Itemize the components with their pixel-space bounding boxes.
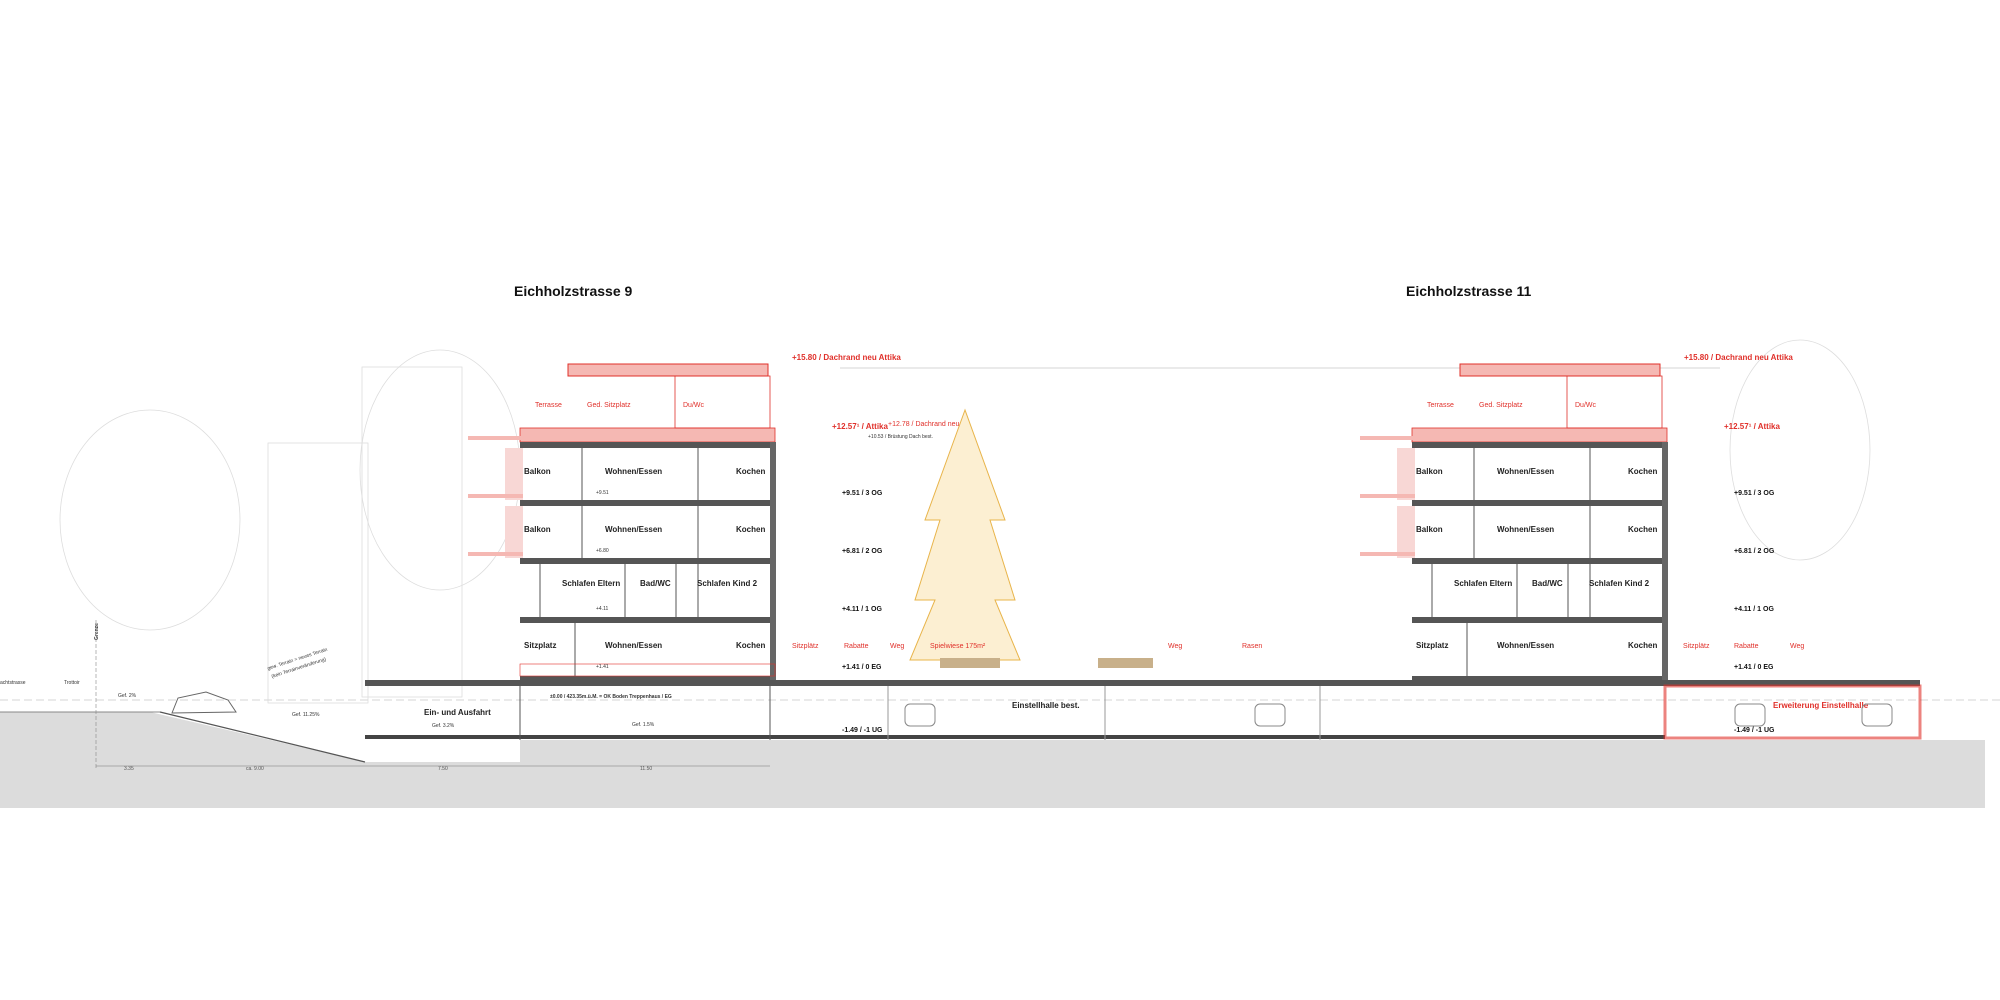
courtyard-tree [909, 408, 1021, 665]
room-schlafen-eltern: Schlafen Eltern [562, 579, 620, 588]
room-sitzplatz: Sitzplatz [1416, 641, 1448, 650]
room-wohnen-essen: Wohnen/Essen [1497, 467, 1554, 476]
room-balkon: Balkon [524, 467, 551, 476]
label-gef-2: Gef. 2% [118, 693, 137, 699]
room-schlafen-kind2: Schlafen Kind 2 [1589, 579, 1650, 588]
room-du-wc: Du/Wc [1575, 402, 1597, 409]
room-balkon: Balkon [1416, 467, 1443, 476]
reference-level: ±0.00 / 423.35m.ü.M. = OK Boden Treppenh… [550, 694, 672, 700]
spot-level: +9.51 [596, 490, 609, 496]
spot-level: +4.11 [596, 606, 608, 612]
level-eg: +1.41 / 0 EG [1734, 664, 1774, 671]
building-left: Terrasse Ged. Sitzplatz Du/Wc Balkon Woh… [468, 363, 776, 683]
label-weg: Weg [1790, 643, 1804, 650]
room-kochen: Kochen [736, 467, 765, 476]
level-1og: +4.11 / 1 OG [842, 606, 882, 613]
label-spielwiese: Spielwiese 175m² [930, 643, 986, 650]
label-trottoir: Trottoir [64, 680, 80, 686]
room-sitzplatz: Sitzplatz [524, 641, 556, 650]
room-wohnen-essen: Wohnen/Essen [605, 467, 662, 476]
level-attika: +12.57¹ / Attika [1724, 422, 1781, 431]
level-3og: +9.51 / 3 OG [842, 490, 883, 497]
room-balkon: Balkon [1416, 525, 1443, 534]
room-wohnen-essen: Wohnen/Essen [605, 525, 662, 534]
label-rabatte: Rabatte [1734, 643, 1759, 650]
level-3og: +9.51 / 3 OG [1734, 490, 1775, 497]
room-ged-sitzplatz: Ged. Sitzplatz [587, 402, 631, 409]
room-kochen: Kochen [736, 641, 765, 650]
room-wohnen-essen: Wohnen/Essen [605, 641, 662, 650]
room-wohnen-essen: Wohnen/Essen [1497, 641, 1554, 650]
room-du-wc: Du/Wc [683, 402, 705, 409]
level-ug: -1.49 / -1 UG [1734, 727, 1775, 734]
room-bad-wc: Bad/WC [1532, 579, 1563, 588]
room-schlafen-eltern: Schlafen Eltern [1454, 579, 1512, 588]
level-2og: +6.81 / 2 OG [1734, 548, 1775, 555]
label-sitzplatz: Sitzplätz [1683, 643, 1710, 650]
room-balkon: Balkon [524, 525, 551, 534]
label-gef-11: Gef. 11.25% [292, 712, 320, 718]
room-kochen: Kochen [1628, 467, 1657, 476]
title-left: Eichholzstrasse 9 [514, 283, 632, 299]
levels-right: +15.80 / Dachrand neu Attika +12.57¹ / A… [1684, 353, 1793, 734]
level-bruestung: +10.53 / Brüstung Dach best. [868, 434, 933, 440]
room-terrasse: Terrasse [1427, 402, 1454, 409]
level-dachrand-small: +12.78 / Dachrand neu [888, 421, 960, 428]
dim-value: ca. 9.00 [246, 766, 264, 772]
label-grenze: Grenze [94, 623, 100, 640]
title-right: Eichholzstrasse 11 [1406, 283, 1532, 299]
slope-garage: Gef. 1.5% [632, 722, 655, 728]
ramp-line [159, 711, 366, 763]
level-1og: +4.11 / 1 OG [1734, 606, 1774, 613]
dim-value: 3.35 [124, 766, 134, 772]
spot-level: +6.80 [596, 548, 609, 554]
label-sitzplatz: Sitzplätz [792, 643, 819, 650]
room-ged-sitzplatz: Ged. Sitzplatz [1479, 402, 1523, 409]
ground-fill [0, 712, 1985, 808]
room-schlafen-kind2: Schlafen Kind 2 [697, 579, 758, 588]
room-bad-wc: Bad/WC [640, 579, 671, 588]
level-dachrand: +15.80 / Dachrand neu Attika [792, 353, 901, 362]
level-eg: +1.41 / 0 EG [842, 664, 882, 671]
room-kochen: Kochen [1628, 525, 1657, 534]
building-right: Terrasse Ged. Sitzplatz Du/Wc Balkon Woh… [1360, 363, 1668, 683]
room-kochen: Kochen [1628, 641, 1657, 650]
attic-floor [519, 427, 776, 443]
room-wohnen-essen: Wohnen/Essen [1497, 525, 1554, 534]
level-dachrand: +15.80 / Dachrand neu Attika [1684, 353, 1793, 362]
attic-roof [567, 363, 769, 377]
level-2og: +6.81 / 2 OG [842, 548, 883, 555]
attic-roof [1459, 363, 1661, 377]
label-strasse: achtstrasse [0, 680, 26, 686]
level-ug: -1.49 / -1 UG [842, 727, 883, 734]
garage: Einstellhalle best. Erweiterung Einstell… [365, 680, 1922, 740]
label-rasen: Rasen [1242, 643, 1262, 650]
attic-floor [1411, 427, 1668, 443]
courtyard-labels: Sitzplätz Rabatte Weg Spielwiese 175m² W… [792, 643, 1804, 668]
dim-value: 11.50 [640, 766, 652, 772]
level-attika: +12.57¹ / Attika [832, 422, 889, 431]
dimension-chain: 3.35 ca. 9.00 7.50 11.50 [96, 765, 770, 772]
spot-level: +1.41 [596, 664, 609, 670]
dim-value: 7.50 [438, 766, 448, 772]
room-kochen: Kochen [736, 525, 765, 534]
label-weg: Weg [1168, 643, 1182, 650]
label-rabatte: Rabatte [844, 643, 869, 650]
label-einstellhalle: Einstellhalle best. [1012, 701, 1080, 710]
label-ein-ausfahrt: Ein- und Ausfahrt [424, 708, 491, 717]
label-erweiterung: Erweiterung Einstellhalle [1773, 701, 1869, 710]
slope-ramp: Gef. 3.2% [432, 723, 455, 729]
room-terrasse: Terrasse [535, 402, 562, 409]
label-weg: Weg [890, 643, 904, 650]
